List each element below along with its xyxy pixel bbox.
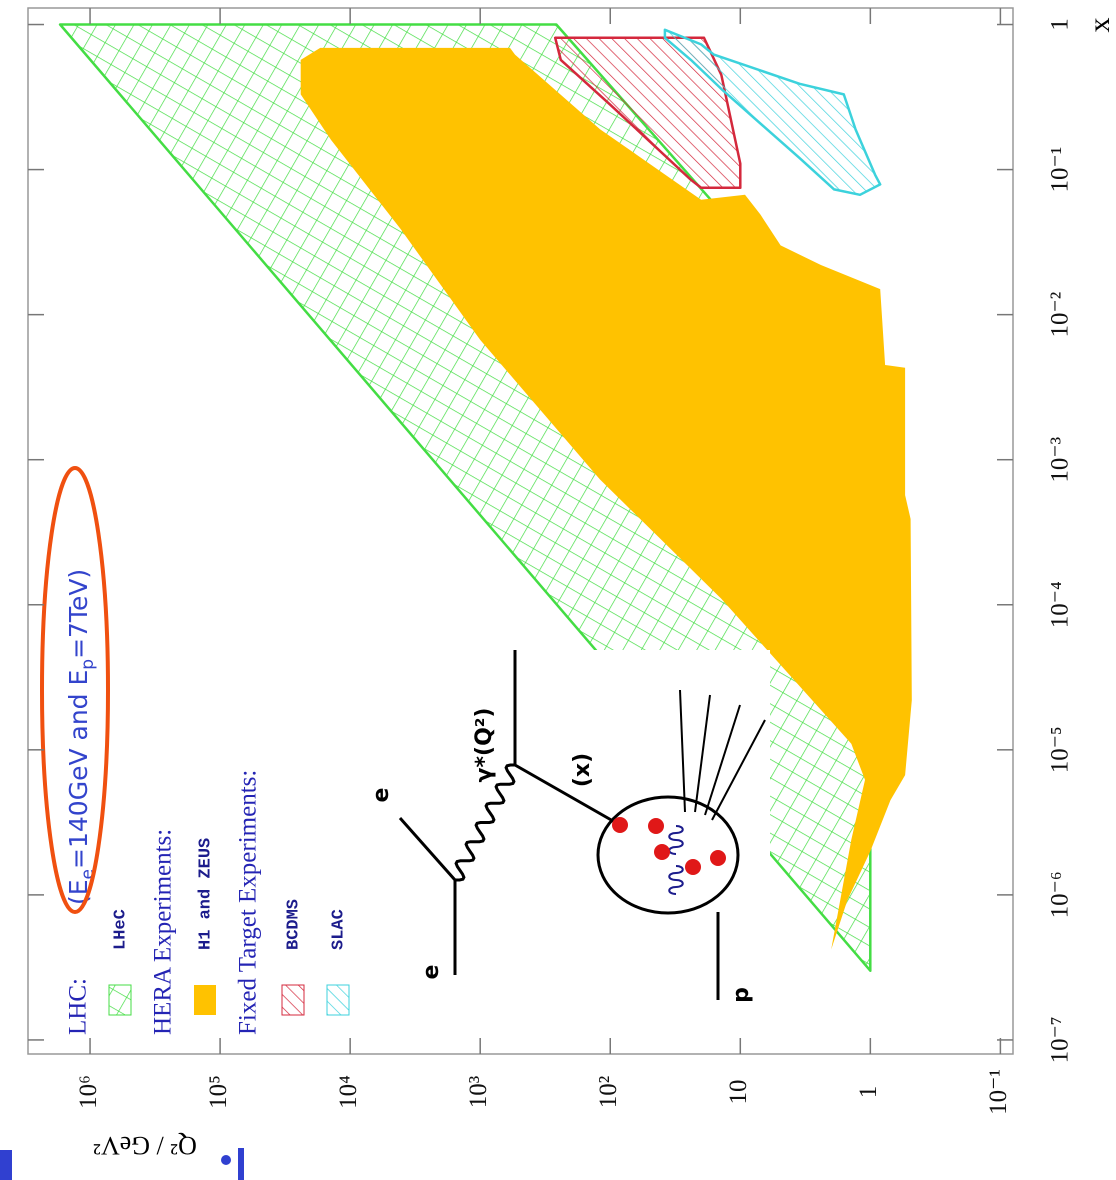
fragment xyxy=(679,689,686,813)
legend-label: SLAC xyxy=(329,909,348,950)
y-tick-label: 10⁻¹ xyxy=(985,1069,1012,1115)
legend-heading: LHC: xyxy=(65,978,92,1035)
annotation-part: =7TeV) xyxy=(64,569,93,659)
axes: 10⁻⁷ 10⁻⁶ 10⁻⁵ 10⁻⁴ 10⁻³ 10⁻² 10⁻¹ 1 10⁻¹ 1 10 10² 1… xyxy=(27,7,1074,1115)
diagram-label: (x) xyxy=(570,753,595,787)
parton xyxy=(612,817,628,833)
x-axis-title: x xyxy=(1083,18,1116,33)
y-tick-label: 10⁶ xyxy=(75,1075,102,1109)
fragment xyxy=(694,694,711,813)
x-tick-label: 1 xyxy=(1047,18,1074,31)
slide-fragment xyxy=(238,1148,244,1180)
legend-label: BCDMS xyxy=(284,899,303,950)
region xyxy=(663,28,882,197)
legend-heading: HERA Experiments: xyxy=(150,829,177,1035)
x-tick-label: 10⁻⁶ xyxy=(1047,871,1074,918)
y-tick-label: 10² xyxy=(595,1076,622,1109)
x-tick-label: 10⁻⁷ xyxy=(1047,1016,1074,1063)
x-tick-label: 10⁻⁵ xyxy=(1047,726,1074,773)
diagram-label: e xyxy=(419,965,444,980)
parton xyxy=(654,844,670,860)
legend-label: H1 and ZEUS xyxy=(196,838,215,950)
legend-swatch xyxy=(281,984,305,1016)
legend: LHC: HERA Experiments: Fixed Target Experi… xyxy=(64,569,350,1035)
photon xyxy=(454,763,516,882)
plot-frame xyxy=(27,7,1014,1055)
x-tick-label: 10⁻⁴ xyxy=(1047,581,1074,628)
annotation: (Ee=140GeV and Ep=7TeV) xyxy=(64,569,98,905)
struck-quark xyxy=(514,763,621,827)
fragment xyxy=(704,704,741,816)
diagram-label: e xyxy=(369,788,394,803)
x-tick-label: 10⁻¹ xyxy=(1047,147,1074,193)
diagram-lines xyxy=(398,650,766,1000)
feynman-diagram: e e γ*(Q²) (x) p xyxy=(369,650,770,1005)
y-tick-label: 1 xyxy=(855,1086,882,1099)
diagram-label: γ*(Q²) xyxy=(472,708,497,783)
legend-heading: Fixed Target Experiments: xyxy=(235,770,262,1035)
fragment xyxy=(711,719,766,821)
legend-swatch xyxy=(194,985,216,1015)
annotation-part: e xyxy=(78,869,98,879)
y-axis-title: Q² / GeV² xyxy=(93,1131,197,1160)
y-tick-label: 10⁵ xyxy=(205,1075,232,1109)
outgoing-electron xyxy=(398,817,457,881)
highlight-ellipse xyxy=(40,466,110,914)
x-tick-label: 10⁻² xyxy=(1047,292,1074,338)
slide-fragment xyxy=(0,1150,12,1180)
partons xyxy=(612,817,726,875)
region xyxy=(300,47,912,950)
legend-label: LHeC xyxy=(111,909,130,950)
proton xyxy=(596,795,740,915)
annotation-part: =140GeV and E xyxy=(64,670,93,869)
parton xyxy=(685,859,701,875)
diagram-label: p xyxy=(729,987,754,1003)
y-tick-label: 10³ xyxy=(465,1075,492,1108)
gluon xyxy=(668,825,684,855)
parton xyxy=(648,818,664,834)
slide-fragment xyxy=(221,1155,231,1165)
legend-swatch xyxy=(326,984,350,1016)
x-tick-label: 10⁻³ xyxy=(1047,436,1074,482)
gluon xyxy=(668,865,684,895)
y-tick-label: 10 xyxy=(725,1080,752,1105)
y-tick-label: 10⁴ xyxy=(335,1075,362,1109)
parton xyxy=(710,850,726,866)
annotation-part: p xyxy=(78,659,98,670)
diagram-background xyxy=(395,650,770,1005)
legend-swatch xyxy=(108,984,132,1016)
